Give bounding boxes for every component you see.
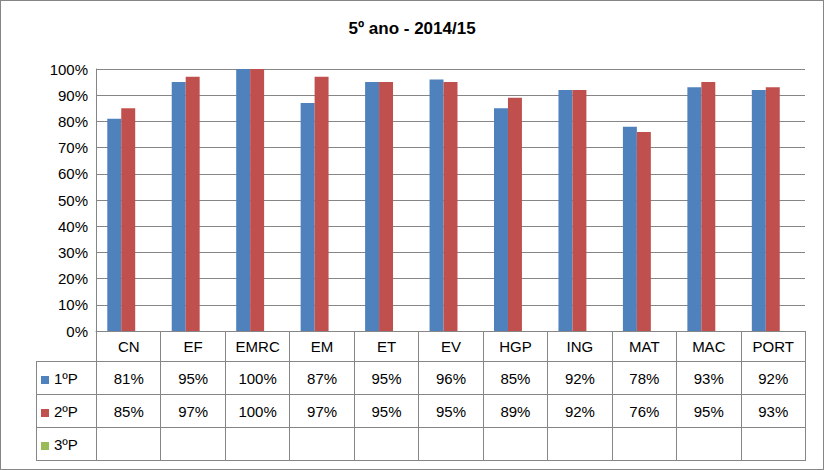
svg-text:10%: 10%: [58, 296, 88, 313]
html-text:EMRC: EMRC: [235, 338, 280, 355]
html-text:85%: 85%: [500, 369, 531, 387]
html-text:95%: 95%: [693, 402, 724, 420]
html-text:2ºP: 2ºP: [54, 402, 78, 420]
html-text:85%: 85%: [113, 402, 144, 420]
svg-text:50%: 50%: [58, 192, 88, 209]
html-text:96%: 96%: [436, 369, 466, 387]
svg-text:80%: 80%: [58, 113, 88, 130]
html-text:100%: 100%: [238, 402, 277, 420]
html-text:1ºP: 1ºP: [54, 369, 78, 387]
svg-text:60%: 60%: [58, 165, 88, 182]
html-text:97%: 97%: [178, 402, 209, 420]
html-text:95%: 95%: [178, 369, 209, 387]
html-text:92%: 92%: [564, 369, 595, 387]
html-text:93%: 93%: [758, 402, 789, 420]
html-text:MAT: MAT: [629, 338, 660, 355]
svg-text:100%: 100%: [50, 61, 88, 78]
html-text:89%: 89%: [500, 402, 531, 420]
svg-text:90%: 90%: [58, 87, 88, 104]
html-text:76%: 76%: [629, 402, 660, 420]
html-text:97%: 97%: [307, 402, 338, 420]
html-text:81%: 81%: [113, 369, 144, 387]
html-text:EM: EM: [310, 338, 334, 355]
html-text:EV: EV: [441, 338, 461, 355]
html-text:92%: 92%: [564, 402, 595, 420]
html-text:CN: CN: [117, 338, 140, 355]
html-text:78%: 78%: [629, 369, 660, 387]
svg-text:20%: 20%: [58, 270, 88, 287]
html-text:92%: 92%: [758, 369, 789, 387]
html-text:87%: 87%: [307, 369, 338, 387]
html-text:HGP: HGP: [499, 338, 532, 355]
html-text:95%: 95%: [371, 369, 402, 387]
svg-text:70%: 70%: [58, 139, 88, 156]
svg-text:5º ano - 2014/15: 5º ano - 2014/15: [348, 19, 475, 38]
html-text:PORT: PORT: [752, 338, 794, 355]
svg-text:40%: 40%: [58, 218, 88, 235]
html-text:95%: 95%: [371, 402, 402, 420]
svg-text:30%: 30%: [58, 244, 88, 261]
html-text:EF: EF: [183, 338, 203, 355]
html-text:MAC: MAC: [692, 338, 726, 355]
html-text:3ºP: 3ºP: [54, 435, 78, 453]
html-text:95%: 95%: [436, 402, 466, 420]
html-text:ET: ET: [377, 338, 397, 355]
html-text:93%: 93%: [693, 369, 724, 387]
svg-text:0%: 0%: [66, 322, 88, 340]
html-text:100%: 100%: [238, 369, 277, 387]
html-text:ING: ING: [566, 338, 594, 355]
